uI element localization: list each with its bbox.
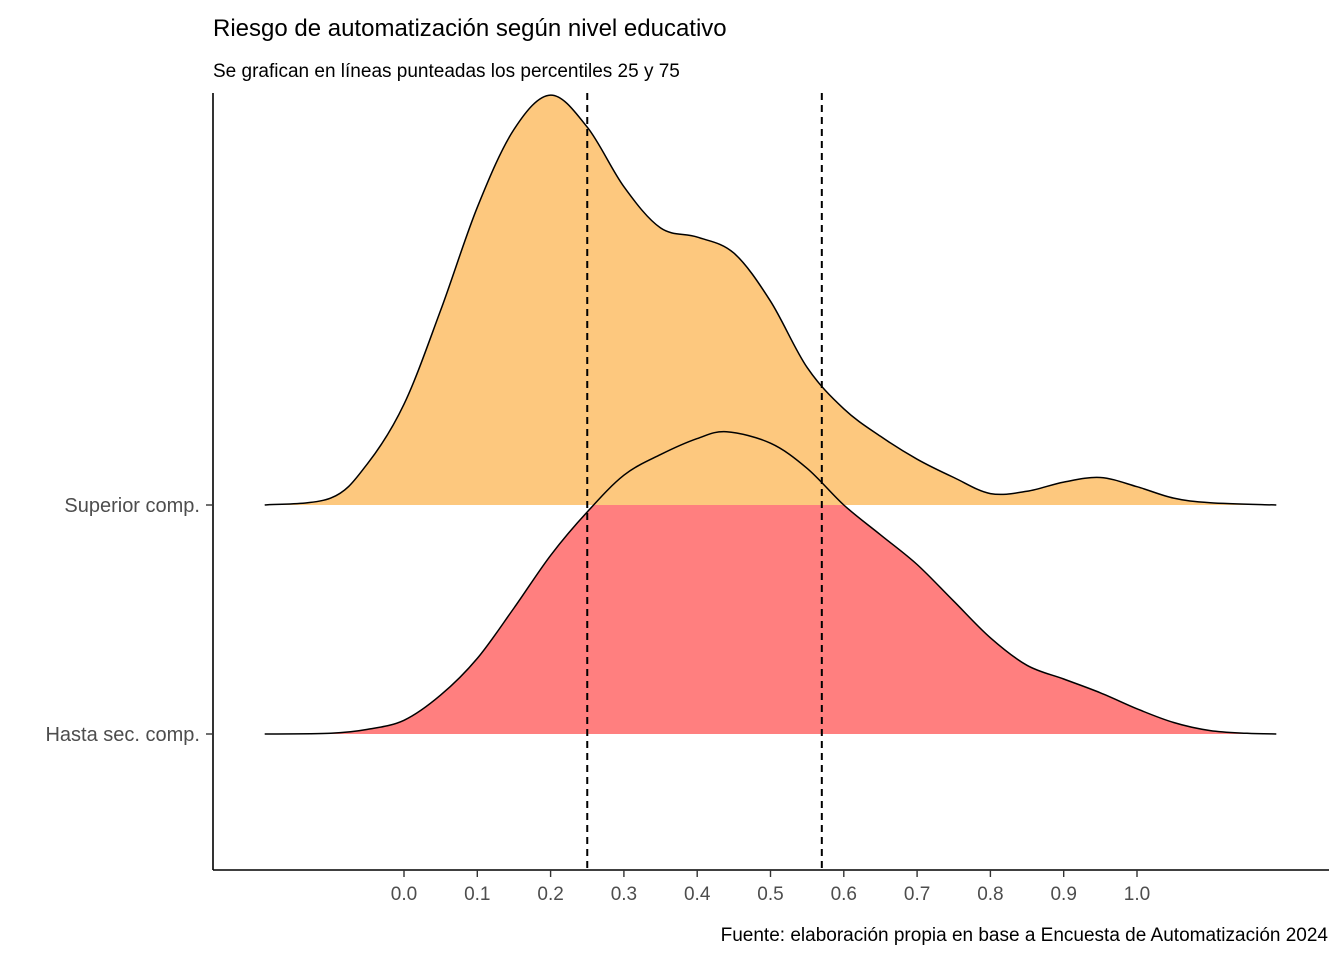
x-tick-label: 0.9: [1050, 884, 1076, 905]
density-areas: [264, 95, 1277, 734]
y-tick-label: Hasta sec. comp.: [45, 724, 200, 746]
x-tick-label: 0.7: [904, 884, 930, 905]
chart-subtitle: Se grafican en líneas punteadas los perc…: [213, 61, 680, 82]
y-axis-ticks: Hasta sec. comp. Superior comp.: [45, 495, 213, 746]
x-tick-label: 0.0: [391, 884, 417, 905]
x-tick-label: 0.2: [537, 884, 563, 905]
x-tick-label: 0.4: [684, 884, 711, 905]
x-axis-ticks: 0.0 0.1 0.2 0.3 0.4 0.5 0.6 0.7 0.8 0.9 1.0: [391, 870, 1150, 905]
percentile-lines: [586, 93, 823, 870]
x-tick-label: 1.0: [1124, 884, 1150, 905]
x-tick-label: 0.8: [977, 884, 1003, 905]
x-tick-label: 0.3: [611, 884, 637, 905]
x-tick-label: 0.5: [757, 884, 783, 905]
density-outlines: [264, 94, 1277, 735]
density-area-superior-comp: [264, 95, 1277, 506]
x-tick-label: 0.1: [464, 884, 490, 905]
density-line-hasta-sec-comp: [264, 430, 1277, 735]
y-tick-label: Superior comp.: [64, 495, 200, 517]
density-area-hasta-sec-comp: [264, 431, 1277, 734]
density-line-superior-comp: [264, 94, 1277, 506]
chart-caption: Fuente: elaboración propia en base a Enc…: [721, 925, 1329, 946]
x-tick-label: 0.6: [831, 884, 857, 905]
chart-title: Riesgo de automatización según nivel edu…: [213, 15, 727, 42]
